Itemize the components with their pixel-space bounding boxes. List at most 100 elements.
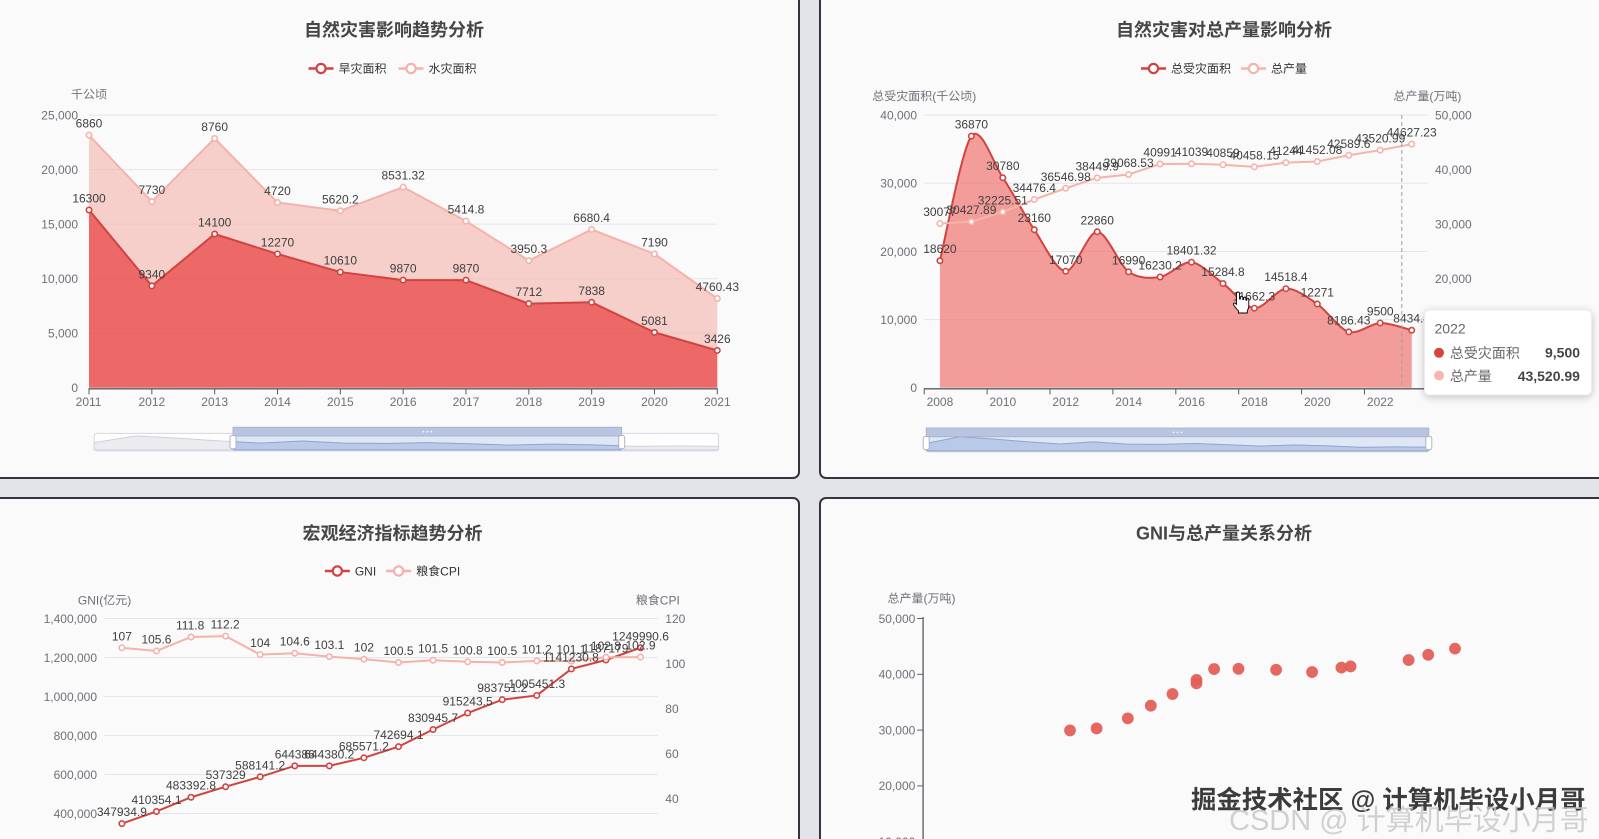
svg-text:40991: 40991	[1143, 145, 1177, 159]
svg-text:2008: 2008	[927, 395, 954, 409]
svg-text:2016: 2016	[1178, 395, 1205, 409]
svg-text:2018: 2018	[515, 395, 542, 409]
svg-text:41452.08: 41452.08	[1292, 143, 1342, 157]
svg-text:(: (	[924, 592, 928, 606]
svg-text:2019: 2019	[578, 395, 605, 409]
svg-text:100.5: 100.5	[383, 644, 413, 658]
svg-text:GNI: GNI	[355, 564, 376, 578]
svg-text:2010: 2010	[989, 395, 1016, 409]
svg-text:685571.2: 685571.2	[339, 739, 389, 753]
svg-text:CSDN @: CSDN @	[1229, 805, 1357, 837]
svg-text:2020: 2020	[641, 395, 668, 409]
svg-text:8531.32: 8531.32	[381, 169, 425, 183]
svg-text:104: 104	[250, 636, 270, 650]
svg-text:10,000: 10,000	[41, 272, 78, 286]
svg-text:50,000: 50,000	[879, 612, 916, 626]
svg-text:GNI(: GNI(	[78, 593, 103, 607]
svg-text:40458.15: 40458.15	[1229, 148, 1279, 162]
svg-text:43520.99: 43520.99	[1355, 132, 1405, 146]
svg-text:(: (	[1429, 89, 1433, 103]
svg-text:36870: 36870	[955, 118, 989, 132]
svg-text:2012: 2012	[138, 395, 165, 409]
svg-text:2016: 2016	[390, 395, 417, 409]
svg-text:111.8: 111.8	[176, 618, 205, 632]
svg-text:9500: 9500	[1367, 304, 1394, 318]
svg-text:102.8: 102.8	[591, 639, 621, 653]
svg-text:60: 60	[665, 747, 679, 761]
svg-text:1,200,000: 1,200,000	[44, 651, 98, 665]
svg-text:16300: 16300	[72, 192, 106, 206]
svg-text:2013: 2013	[201, 395, 228, 409]
svg-text:120: 120	[665, 612, 685, 626]
svg-text:2014: 2014	[1115, 395, 1142, 409]
svg-text:20,000: 20,000	[1435, 272, 1472, 286]
svg-text:2022: 2022	[1367, 395, 1394, 409]
svg-text:CPI: CPI	[660, 593, 680, 607]
svg-text:41244: 41244	[1269, 144, 1303, 158]
svg-text:15284.8: 15284.8	[1201, 265, 1245, 279]
svg-text:10,000: 10,000	[879, 835, 916, 839]
svg-text:101.2: 101.2	[522, 642, 552, 656]
svg-text:1005451.3: 1005451.3	[508, 677, 565, 691]
svg-text:1249990.6: 1249990.6	[612, 629, 669, 643]
svg-text:30,000: 30,000	[880, 177, 917, 191]
svg-text:6680.4: 6680.4	[573, 211, 610, 225]
svg-text:23160: 23160	[1018, 211, 1052, 225]
svg-text:34476.4: 34476.4	[1013, 181, 1057, 195]
svg-text:4720: 4720	[264, 184, 291, 198]
svg-text:12270: 12270	[261, 235, 295, 249]
svg-text:44627.23: 44627.23	[1387, 126, 1437, 140]
svg-text:3950.3: 3950.3	[510, 242, 547, 256]
svg-text:30077: 30077	[923, 205, 957, 219]
svg-text:1,000,000: 1,000,000	[44, 690, 98, 704]
svg-text:40859: 40859	[1206, 146, 1240, 160]
svg-text:100: 100	[665, 657, 685, 671]
svg-text:6860: 6860	[76, 117, 103, 131]
svg-text:17070: 17070	[1049, 253, 1083, 267]
svg-text:102.9: 102.9	[626, 639, 656, 653]
svg-text:22860: 22860	[1081, 213, 1115, 227]
svg-text:41039: 41039	[1175, 145, 1209, 159]
svg-text:9340: 9340	[138, 267, 165, 281]
svg-text:107: 107	[112, 629, 132, 643]
svg-text:2014: 2014	[264, 395, 291, 409]
svg-text:2017: 2017	[453, 395, 480, 409]
svg-text:16230.2: 16230.2	[1138, 259, 1182, 273]
svg-text:600,000: 600,000	[54, 768, 98, 782]
svg-text:101.1: 101.1	[556, 643, 586, 657]
svg-text:5081: 5081	[641, 314, 668, 328]
svg-text:15,000: 15,000	[41, 217, 78, 231]
svg-text:830945.7: 830945.7	[408, 711, 458, 725]
svg-text:40,000: 40,000	[1435, 163, 1472, 177]
svg-text:537329: 537329	[206, 768, 246, 782]
svg-text:10,000: 10,000	[880, 313, 917, 327]
svg-text:112.2: 112.2	[211, 618, 240, 632]
svg-text:1187179: 1187179	[583, 642, 629, 656]
svg-text:7838: 7838	[578, 284, 605, 298]
svg-text:50,000: 50,000	[1435, 108, 1472, 122]
svg-text:9870: 9870	[390, 262, 417, 276]
svg-text:2011: 2011	[76, 395, 102, 409]
svg-text:104.6: 104.6	[280, 635, 310, 649]
svg-text:40,000: 40,000	[879, 668, 916, 682]
svg-text:102: 102	[354, 641, 374, 655]
svg-text:410354.1: 410354.1	[131, 793, 181, 807]
svg-text:14518.4: 14518.4	[1264, 270, 1308, 284]
svg-text:GNI: GNI	[1136, 524, 1168, 544]
svg-text:100.5: 100.5	[487, 644, 517, 658]
svg-text:7730: 7730	[138, 183, 165, 197]
svg-text:42589.6: 42589.6	[1327, 137, 1371, 151]
svg-text:400,000: 400,000	[54, 807, 98, 821]
svg-text:983751.2: 983751.2	[477, 681, 527, 695]
svg-text:2018: 2018	[1241, 395, 1268, 409]
svg-text:347934.9: 347934.9	[97, 805, 147, 819]
svg-text:10610: 10610	[324, 254, 358, 268]
svg-text:14100: 14100	[198, 216, 232, 230]
svg-text:20,000: 20,000	[41, 163, 78, 177]
svg-text:644386: 644386	[275, 747, 315, 761]
svg-text:30,000: 30,000	[879, 723, 916, 737]
svg-text:2012: 2012	[1052, 395, 1079, 409]
svg-text:18620: 18620	[923, 242, 957, 256]
svg-text:8760: 8760	[201, 120, 228, 134]
svg-text:39068.53: 39068.53	[1104, 156, 1154, 170]
